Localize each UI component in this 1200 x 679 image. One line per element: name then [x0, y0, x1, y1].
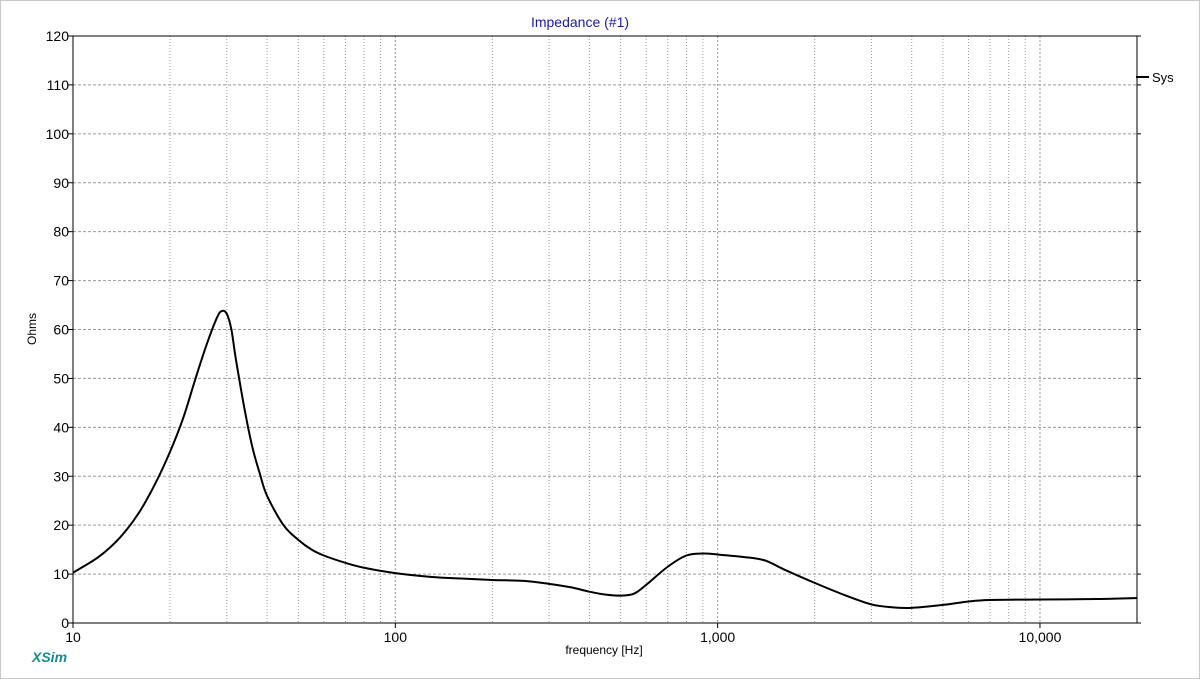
y-tick-label: 40: [53, 419, 69, 435]
series-group: [72, 309, 1138, 610]
y-tick-label: 120: [46, 28, 70, 44]
y-tick-label: 100: [46, 126, 70, 142]
y-tick-label: 60: [53, 322, 69, 338]
x-tick-label: 1,000: [700, 629, 735, 645]
y-tick-label: 10: [53, 566, 69, 582]
x-tick-label: 100: [384, 629, 408, 645]
y-tick-label: 50: [53, 370, 69, 386]
y-axis-ticks: 0 10 20 30 40 50 60 70 80 90 100 110 120: [46, 28, 1141, 631]
x-axis-ticks: 10 100 1,000 10,000: [65, 623, 1062, 645]
xsim-logo: XSim: [31, 649, 67, 665]
legend-label-sys: Sys: [1152, 70, 1174, 85]
y-tick-label: 90: [53, 175, 69, 191]
series-line-sys: [72, 309, 1138, 610]
legend[interactable]: Sys: [1136, 70, 1174, 85]
y-tick-label: 30: [53, 468, 69, 484]
y-tick-label: 110: [47, 77, 70, 93]
chart-title: Impedance (#1): [531, 14, 629, 30]
x-tick-label: 10,000: [1019, 629, 1062, 645]
grid-lines: [73, 36, 1137, 623]
x-tick-label: 10: [65, 629, 81, 645]
y-axis-label: Ohms: [25, 313, 39, 345]
y-tick-label: 20: [53, 517, 69, 533]
y-tick-label: 80: [53, 224, 69, 240]
y-tick-label: 0: [61, 615, 69, 631]
y-tick-label: 70: [53, 273, 69, 289]
x-axis-label: frequency [Hz]: [565, 643, 642, 657]
